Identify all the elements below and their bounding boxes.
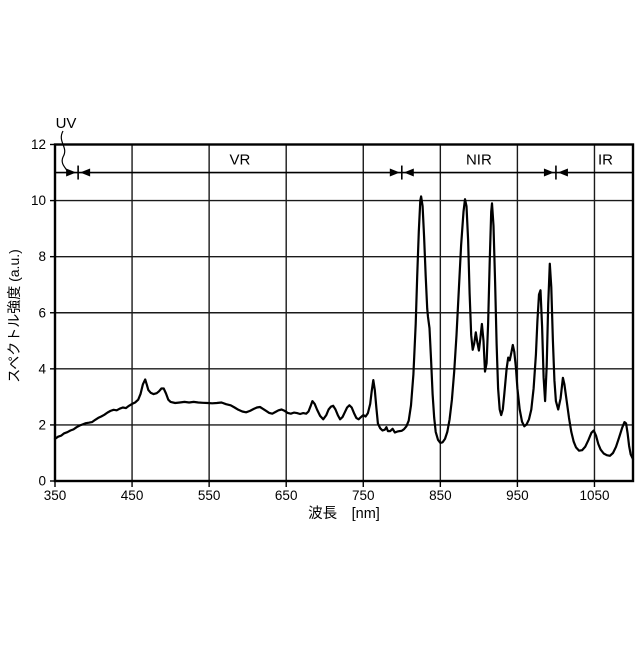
arrowhead-right-of-380: [80, 168, 91, 177]
y-tick-label-0: 0: [38, 474, 46, 489]
y-axis-title: スペクトル強度 (a.u.): [6, 249, 22, 383]
y-tick-label-10: 10: [31, 193, 46, 208]
band-label-IR: IR: [598, 152, 613, 169]
plot-border: [53, 143, 635, 483]
spectrum-curve-layer: [53, 195, 635, 461]
grid-layer: [55, 144, 633, 481]
x-tick-label-350: 350: [44, 488, 67, 503]
band-label-UV: UV: [56, 115, 77, 132]
arrowhead-left-of-800: [389, 168, 400, 177]
wavelength-band-annotations: UV VR NIR IR: [55, 115, 633, 180]
x-tick-label-650: 650: [275, 488, 298, 503]
y-tick-label-8: 8: [38, 249, 46, 264]
band-label-NIR: NIR: [466, 152, 492, 169]
x-axis-title: 波長 [nm]: [308, 505, 380, 522]
y-tick-label-6: 6: [38, 305, 46, 320]
arrowhead-left-of-380: [66, 168, 77, 177]
band-label-VR: VR: [230, 152, 251, 169]
y-tick-label-4: 4: [38, 361, 46, 376]
band-label-leader-line: [60, 130, 69, 172]
x-tick-label-1050: 1050: [579, 488, 609, 503]
arrowhead-right-of-800: [403, 168, 414, 177]
arrowhead-right-of-1000: [557, 168, 568, 177]
x-tick-label-450: 450: [121, 488, 144, 503]
x-tick-label-850: 850: [429, 488, 452, 503]
tick-layer: 350 450 550 650 750 850 950 1050 0 2 4 6 8 10 12: [31, 137, 610, 503]
arrowhead-left-of-1000: [543, 168, 554, 177]
plot-frame: [53, 143, 635, 483]
x-tick-label-950: 950: [506, 488, 529, 503]
spectrum-curve-spectrum: [53, 195, 635, 461]
y-tick-label-12: 12: [31, 137, 46, 152]
y-tick-label-2: 2: [38, 417, 46, 432]
x-tick-label-750: 750: [352, 488, 375, 503]
x-tick-label-550: 550: [198, 488, 221, 503]
